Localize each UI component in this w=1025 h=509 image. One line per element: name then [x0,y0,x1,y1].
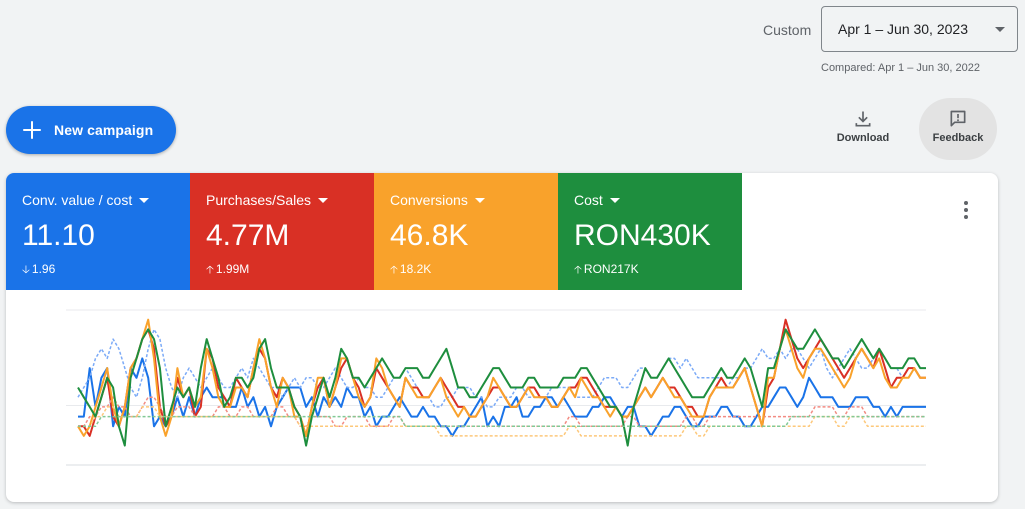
arrow-up-icon: 🡡 [390,264,398,276]
date-range-picker[interactable]: Apr 1 – Jun 30, 2023 [821,6,1018,52]
download-icon [855,111,871,127]
series-line-cost-compared [78,415,926,428]
metric-value: 11.10 [22,219,95,252]
performance-card: Conv. value / cost 11.10 🡣 1.96 Purchases… [6,173,998,502]
metric-change: 🡣 1.96 [22,262,56,276]
feedback-button[interactable]: Feedback [919,98,997,160]
series-line-purchases-sales-compared [78,396,926,428]
performance-chart [66,309,926,466]
feedback-label: Feedback [932,132,984,144]
caret-down-icon [609,198,620,203]
metric-name: Cost [574,192,620,208]
more-options-icon[interactable] [954,198,978,222]
plus-icon [20,118,44,142]
caret-down-icon [139,198,150,203]
caret-down-icon [995,27,1005,32]
chart-grid [66,309,926,466]
metric-tile-cost[interactable]: Cost RON430K 🡡 RON217K [558,173,742,290]
feedback-icon [950,110,966,127]
metric-change: 🡡 1.99M [206,262,250,276]
metric-name: Conversions [390,192,485,208]
metric-tile-conversions[interactable]: Conversions 46.8K 🡡 18.2K [374,173,558,290]
metric-change: 🡡 RON217K [574,262,639,276]
metric-name: Conv. value / cost [22,192,150,208]
arrow-down-icon: 🡣 [22,264,30,276]
download-button[interactable]: Download [824,98,902,160]
new-campaign-label: New campaign [54,122,154,138]
caret-down-icon [318,198,329,203]
date-range-value: Apr 1 – Jun 30, 2023 [838,21,968,37]
metric-tile-purchases-sales[interactable]: Purchases/Sales 4.77M 🡡 1.99M [190,173,374,290]
new-campaign-button[interactable]: New campaign [6,106,176,154]
date-range-label: Custom [763,22,812,38]
download-label: Download [836,132,890,144]
compared-range: Compared: Apr 1 – Jun 30, 2022 [821,62,980,74]
metric-tile-conv-value-cost[interactable]: Conv. value / cost 11.10 🡣 1.96 [6,173,190,290]
arrow-up-icon: 🡡 [574,264,582,276]
metric-value: RON430K [574,219,711,252]
metric-change: 🡡 18.2K [390,262,432,276]
metric-value: 46.8K [390,219,469,252]
metric-name: Purchases/Sales [206,192,329,208]
arrow-up-icon: 🡡 [206,264,214,276]
series-line-conversions-compared [78,406,926,437]
chart-series [77,318,926,447]
series-line-cost-current [77,328,926,447]
caret-down-icon [474,198,485,203]
metric-value: 4.77M [206,219,290,252]
